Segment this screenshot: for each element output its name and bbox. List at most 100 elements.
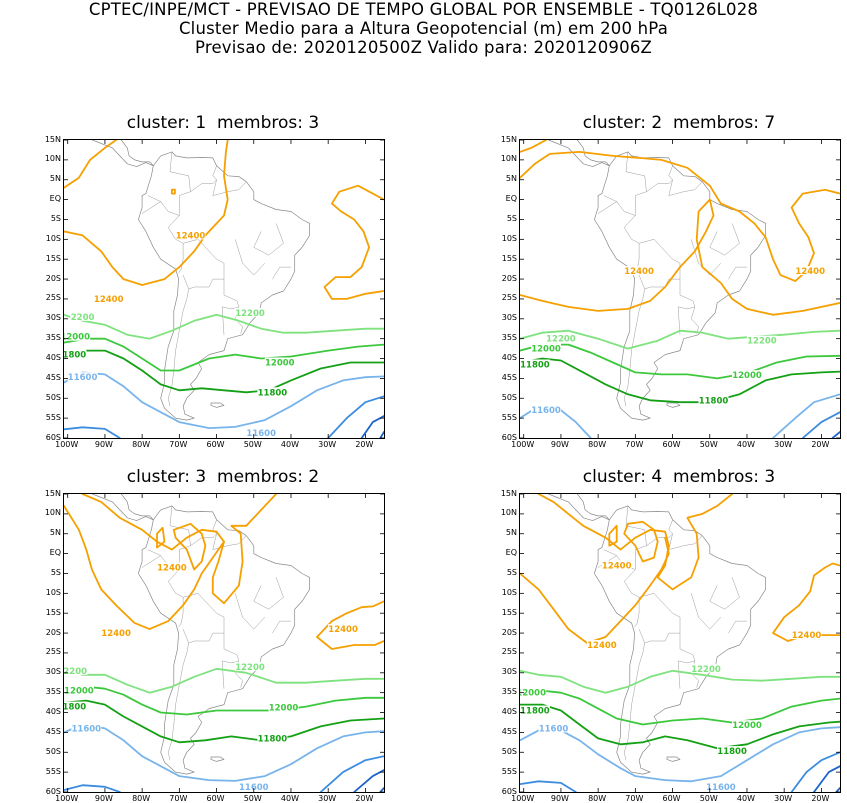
contour-line xyxy=(64,371,384,430)
lon-tick-label: 80W xyxy=(132,440,151,449)
country-border xyxy=(141,201,161,214)
contour-line xyxy=(353,769,384,792)
lon-tick-label: 60W xyxy=(206,440,225,449)
lat-tick-label: 30S xyxy=(501,667,517,677)
contour-label-bg xyxy=(93,293,124,303)
lon-tick-label: 50W xyxy=(699,440,718,449)
country-border xyxy=(147,505,191,570)
contour-label: 11800 xyxy=(64,703,86,713)
contour-label: 11600 xyxy=(246,429,276,438)
contour-line xyxy=(520,140,547,153)
lon-tick-label: 70W xyxy=(625,794,644,803)
contour-label-bg xyxy=(64,701,87,711)
contour-line xyxy=(520,669,840,694)
contour-label: 11800 xyxy=(258,388,288,398)
contour-line xyxy=(790,751,840,792)
contour-line xyxy=(64,504,225,631)
lat-tick-label: 45S xyxy=(501,372,517,382)
contour-label: 12200 xyxy=(747,337,777,347)
country-border xyxy=(147,151,191,216)
lat-tick-label: 10N xyxy=(44,154,61,164)
contour-label-bg xyxy=(257,387,288,397)
contour-label: 12400 xyxy=(587,641,617,651)
country-border xyxy=(234,239,266,276)
contour-line xyxy=(156,526,166,549)
header-line-3: Previsao de: 2020120500Z Valido para: 20… xyxy=(194,38,653,57)
contour-label-bg xyxy=(538,723,569,733)
map-frame-cluster-2: 12400 12400 12200 12200 12000 12000 11800 11800… xyxy=(519,139,841,439)
contour-label: 11800 xyxy=(717,747,747,757)
contour-line xyxy=(520,150,840,283)
contour-label: 12200 xyxy=(235,309,265,319)
contour-line xyxy=(64,337,384,372)
lon-tick-label: 60W xyxy=(662,440,681,449)
lat-tick-label: 40S xyxy=(501,353,517,363)
coastline-central-america xyxy=(91,140,154,167)
contour-line xyxy=(520,703,840,750)
contour-line xyxy=(379,787,384,792)
lon-tick-label: 90W xyxy=(550,440,569,449)
lon-tick-label: 80W xyxy=(132,794,151,803)
lat-tick-label: 10N xyxy=(500,154,517,164)
lon-tick-label: 40W xyxy=(280,794,300,803)
contour-label-bg xyxy=(64,331,91,341)
contour-line xyxy=(64,313,384,340)
contour-label-bg xyxy=(328,624,359,634)
contour-label-bg xyxy=(101,628,132,638)
contour-line xyxy=(520,726,840,783)
contour-label: 12200 xyxy=(691,665,721,675)
lon-tick-label: 20W xyxy=(811,440,830,449)
contour-line xyxy=(520,780,577,792)
lat-tick-label: 5S xyxy=(506,213,517,223)
contour-label-bg xyxy=(698,395,729,405)
coastline-south-america xyxy=(138,151,310,421)
coastline-central-america xyxy=(547,494,610,521)
map-canvas: 12400 12400 2200 12200 12000 12000 11800 11800 1… xyxy=(64,140,384,438)
contour-label: 2200 xyxy=(64,667,87,677)
lat-tick-label: 45S xyxy=(45,372,61,382)
lon-tick-label: 20W xyxy=(355,794,374,803)
contour-label-bg xyxy=(586,640,617,649)
contour-label: 12400 xyxy=(101,629,131,639)
contour-label: 12400 xyxy=(94,295,124,305)
lat-tick-label: 10S xyxy=(501,587,517,597)
map-frame-cluster-1: 12400 12400 2200 12200 12000 12000 11800 11800 1… xyxy=(63,139,385,439)
country-border xyxy=(253,577,284,610)
contour-label: 11600 xyxy=(239,783,269,792)
lat-tick-label: 55S xyxy=(45,412,61,422)
contour-label: 11800 xyxy=(64,351,86,361)
lon-tick-label: 100W xyxy=(511,794,535,803)
contour-label: 12400 xyxy=(792,631,822,641)
contour-label: 12000 xyxy=(732,721,762,731)
map-canvas: 12400 12400 12400 12200 12000 12000 11800 11800… xyxy=(520,494,840,792)
contour-line xyxy=(608,524,618,547)
country-border xyxy=(182,593,225,644)
contour-label: 11600 xyxy=(68,373,98,383)
lat-tick-label: 5N xyxy=(505,528,517,538)
lon-tick-label: 100W xyxy=(55,440,79,449)
contour-label-bg xyxy=(71,723,102,733)
contour-label-bg xyxy=(64,685,94,695)
contour-label: 12200 xyxy=(546,335,576,345)
country-border xyxy=(668,165,703,196)
lat-tick-label: 60S xyxy=(45,432,61,442)
lat-tick-label: 10N xyxy=(500,508,517,518)
header-line-2: Cluster Medio para a Altura Geopotencial… xyxy=(178,19,669,38)
country-border xyxy=(646,179,673,192)
lat-tick-label: 50S xyxy=(501,392,517,402)
contour-label-bg xyxy=(746,335,777,345)
country-border xyxy=(212,519,247,550)
country-border xyxy=(222,633,240,664)
country-border xyxy=(678,633,696,664)
lat-tick-label: 15N xyxy=(44,134,61,144)
contour-label-bg xyxy=(156,562,187,572)
lat-tick-label: 45S xyxy=(501,726,517,736)
lat-tick-label: 25S xyxy=(45,647,61,657)
lat-tick-label: 60S xyxy=(501,432,517,442)
header-line-1: CPTEC/INPE/MCT - PREVISAO DE TEMPO GLOBA… xyxy=(88,0,759,19)
contour-label-bg xyxy=(235,661,265,671)
contour-line xyxy=(520,536,670,644)
lat-tick-label: EQ xyxy=(49,194,61,204)
panel-title-cluster-1: cluster: 1 membros: 3 xyxy=(126,113,320,133)
